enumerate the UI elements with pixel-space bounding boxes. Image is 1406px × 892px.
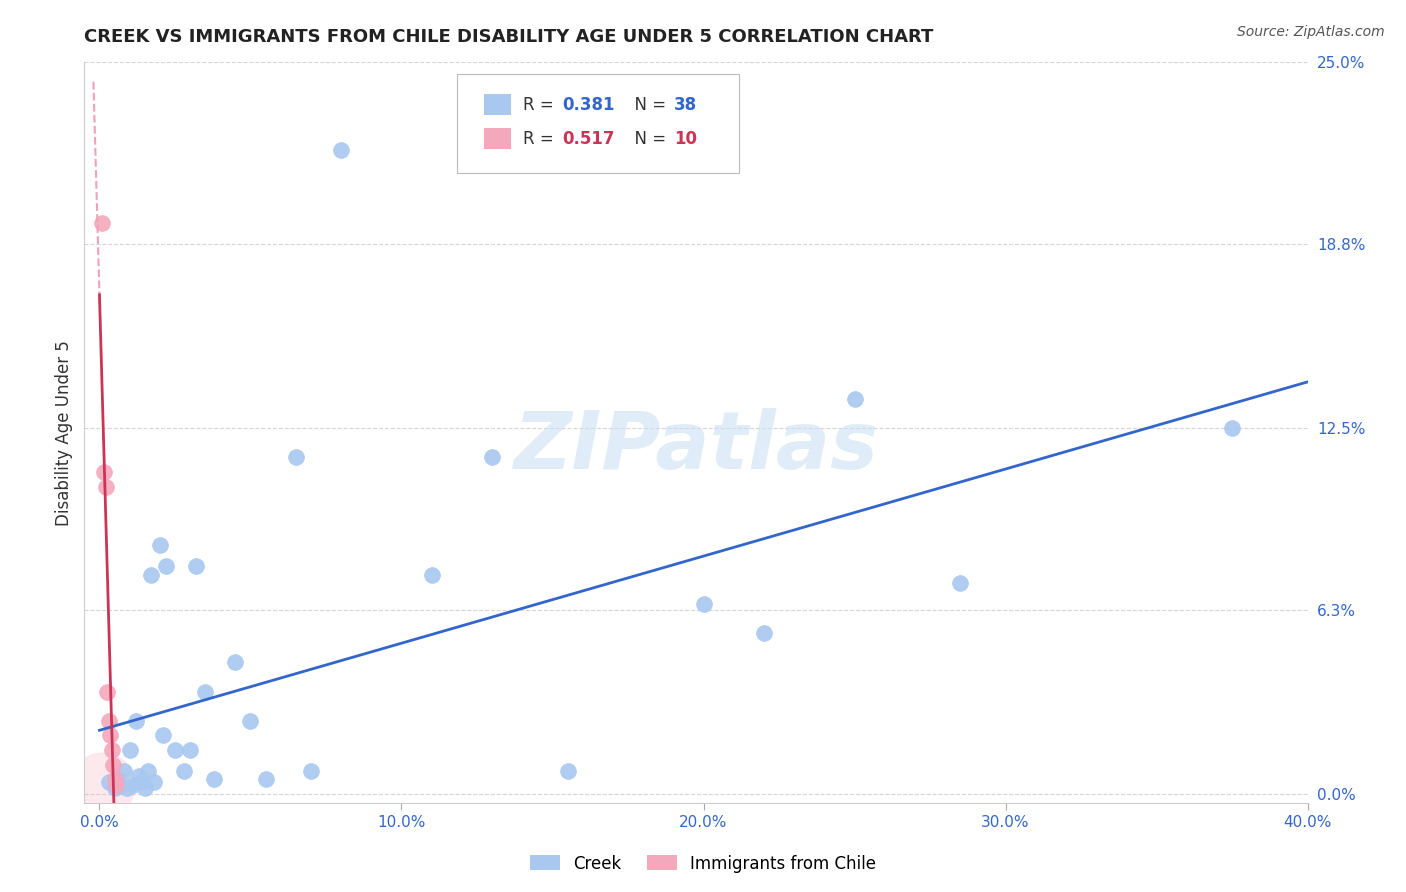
Point <box>692 597 714 611</box>
Point <box>299 764 322 778</box>
Point <box>107 772 129 787</box>
Text: CREEK VS IMMIGRANTS FROM CHILE DISABILITY AGE UNDER 5 CORRELATION CHART: CREEK VS IMMIGRANTS FROM CHILE DISABILIT… <box>84 28 934 45</box>
Point <box>121 778 143 792</box>
Point <box>949 576 972 591</box>
Point <box>155 558 177 573</box>
Point <box>136 764 159 778</box>
Point <box>844 392 866 406</box>
Point <box>420 567 443 582</box>
Text: Source: ZipAtlas.com: Source: ZipAtlas.com <box>1237 25 1385 39</box>
Point <box>224 656 246 670</box>
Point <box>202 772 225 787</box>
Point <box>173 764 195 778</box>
Point <box>125 714 148 728</box>
Point <box>152 729 174 743</box>
Y-axis label: Disability Age Under 5: Disability Age Under 5 <box>55 340 73 525</box>
Text: N =: N = <box>624 95 671 113</box>
Point <box>239 714 262 728</box>
Point <box>142 775 165 789</box>
Text: ZIPatlas: ZIPatlas <box>513 409 879 486</box>
Point <box>110 778 132 792</box>
Point <box>97 775 120 789</box>
Text: 38: 38 <box>673 95 697 113</box>
Text: 0.381: 0.381 <box>562 95 616 113</box>
Point <box>100 743 122 757</box>
Text: R =: R = <box>523 129 560 148</box>
Point <box>101 757 124 772</box>
Point <box>118 743 141 757</box>
Text: 10: 10 <box>673 129 697 148</box>
Point <box>112 764 135 778</box>
Point <box>179 743 201 757</box>
Point <box>254 772 277 787</box>
Point <box>139 567 162 582</box>
Point <box>184 558 207 573</box>
Point <box>105 778 128 792</box>
Point <box>481 450 503 465</box>
Legend: Creek, Immigrants from Chile: Creek, Immigrants from Chile <box>523 848 883 880</box>
Text: 0.517: 0.517 <box>562 129 616 148</box>
Point <box>96 684 118 698</box>
Text: N =: N = <box>624 129 671 148</box>
FancyBboxPatch shape <box>484 95 512 115</box>
Point <box>131 775 153 789</box>
Point <box>115 781 138 796</box>
Point <box>163 743 186 757</box>
Point <box>752 626 775 640</box>
Point <box>149 538 172 552</box>
Point <box>103 781 125 796</box>
Point <box>93 465 115 479</box>
Point <box>97 714 120 728</box>
Point <box>98 729 121 743</box>
Point <box>284 450 307 465</box>
Point <box>194 684 217 698</box>
Point <box>103 772 125 787</box>
Point <box>91 216 114 230</box>
FancyBboxPatch shape <box>484 128 512 149</box>
Point <box>128 769 150 783</box>
Point <box>91 778 114 792</box>
Point <box>557 764 579 778</box>
Point <box>134 781 156 796</box>
Point <box>1220 421 1243 435</box>
Point <box>330 143 353 157</box>
FancyBboxPatch shape <box>457 73 738 173</box>
Text: R =: R = <box>523 95 560 113</box>
Point <box>94 480 117 494</box>
